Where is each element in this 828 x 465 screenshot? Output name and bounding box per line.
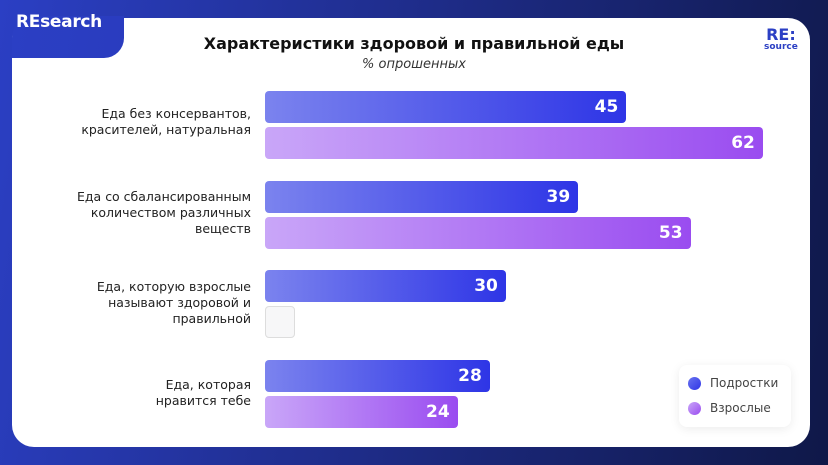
legend-dot-icon <box>688 401 701 415</box>
chart-subtitle: % опрошенных <box>362 57 466 72</box>
tab-notch <box>12 16 124 58</box>
teens-bar: 39 <box>265 181 579 213</box>
legend-item-adults: Взрослые <box>688 401 771 415</box>
teens-bar: 28 <box>265 360 490 392</box>
adults-bar: 53 <box>265 217 691 249</box>
adults-bar: 24 <box>265 396 458 428</box>
teens-bar: 45 <box>265 91 627 123</box>
category-label: Еда без консервантов, красителей, натура… <box>81 106 251 137</box>
chart-title: Характеристики здоровой и правильной еды <box>203 34 625 53</box>
legend-dot-icon <box>688 376 701 390</box>
legend: Подростки Взрослые <box>679 365 791 427</box>
brand-tab: REsearch <box>16 12 102 32</box>
category-label: Еда, которая нравится тебе <box>155 377 251 408</box>
category-label: Еда, которую взрослые называют здоровой … <box>96 279 251 326</box>
teens-bar: 30 <box>265 270 506 302</box>
category-label: Еда со сбалансированным количеством разл… <box>77 189 251 236</box>
adults-bar: 62 <box>265 127 763 159</box>
adults-bar <box>265 306 295 338</box>
legend-item-teens: Подростки <box>688 376 778 390</box>
resource-logo: RE: source <box>764 25 798 52</box>
